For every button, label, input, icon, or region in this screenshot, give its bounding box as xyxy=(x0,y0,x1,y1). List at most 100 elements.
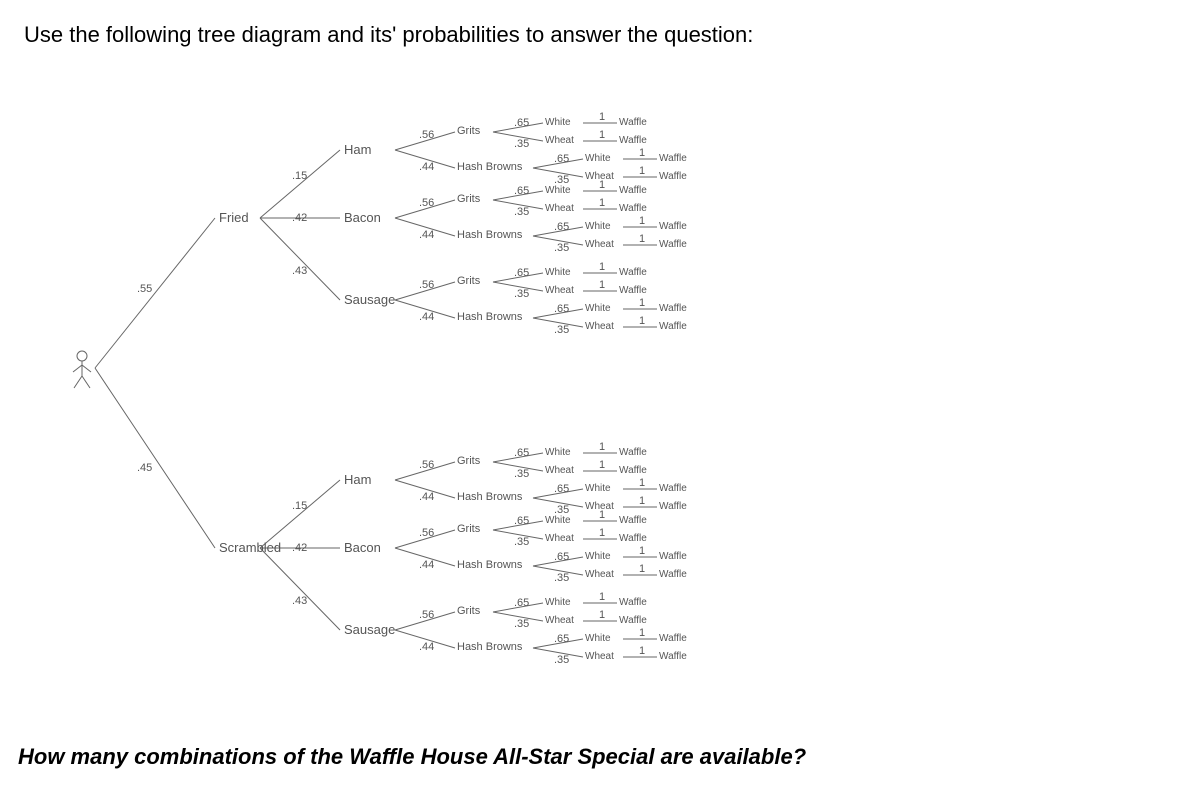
level5-waffle: Waffle xyxy=(619,447,647,458)
level4-wheat: Wheat xyxy=(585,239,614,250)
level2-bacon: Bacon xyxy=(344,210,381,225)
level4-prob: .35 xyxy=(514,618,529,630)
level4-wheat: Wheat xyxy=(545,533,574,544)
level4-prob: .65 xyxy=(514,267,529,279)
level4-white: White xyxy=(545,515,571,526)
level5-waffle: Waffle xyxy=(659,651,687,662)
level3-prob: .44 xyxy=(419,559,434,571)
level4-white: White xyxy=(585,303,611,314)
level5-prob: 1 xyxy=(639,545,645,557)
level5-waffle: Waffle xyxy=(619,267,647,278)
level3-hash-browns: Hash Browns xyxy=(457,641,522,653)
level5-prob: 1 xyxy=(639,233,645,245)
level5-waffle: Waffle xyxy=(659,633,687,644)
level4-prob: .65 xyxy=(554,221,569,233)
level5-prob: 1 xyxy=(639,627,645,639)
level5-prob: 1 xyxy=(599,609,605,621)
level4-prob: .65 xyxy=(554,551,569,563)
level3-prob: .56 xyxy=(419,279,434,291)
level4-prob: .35 xyxy=(514,288,529,300)
level3-grits: Grits xyxy=(457,455,480,467)
level5-prob: 1 xyxy=(639,297,645,309)
level5-waffle: Waffle xyxy=(619,117,647,128)
level5-prob: 1 xyxy=(599,197,605,209)
level3-prob: .44 xyxy=(419,641,434,653)
level3-grits: Grits xyxy=(457,125,480,137)
level5-prob: 1 xyxy=(599,591,605,603)
level4-prob: .65 xyxy=(554,153,569,165)
level4-white: White xyxy=(585,153,611,164)
level4-prob: .35 xyxy=(554,504,569,516)
level5-prob: 1 xyxy=(639,563,645,575)
level2-ham: Ham xyxy=(344,472,371,487)
level5-prob: 1 xyxy=(599,129,605,141)
level4-wheat: Wheat xyxy=(545,465,574,476)
level2-prob: .15 xyxy=(292,170,307,182)
level4-white: White xyxy=(545,447,571,458)
level4-prob: .65 xyxy=(514,447,529,459)
level4-prob: .65 xyxy=(514,117,529,129)
level2-ham: Ham xyxy=(344,142,371,157)
level2-sausage: Sausage xyxy=(344,292,395,307)
level3-prob: .56 xyxy=(419,609,434,621)
level4-prob: .65 xyxy=(554,483,569,495)
level4-prob: .35 xyxy=(554,572,569,584)
level5-waffle: Waffle xyxy=(619,185,647,196)
level4-white: White xyxy=(545,597,571,608)
level2-bacon: Bacon xyxy=(344,540,381,555)
level4-prob: .35 xyxy=(514,138,529,150)
level2-prob: .15 xyxy=(292,500,307,512)
level1-prob: .45 xyxy=(137,462,152,474)
level4-white: White xyxy=(545,267,571,278)
level5-waffle: Waffle xyxy=(619,285,647,296)
level4-white: White xyxy=(585,221,611,232)
level5-prob: 1 xyxy=(599,179,605,191)
level4-wheat: Wheat xyxy=(545,615,574,626)
level5-prob: 1 xyxy=(599,441,605,453)
level4-wheat: Wheat xyxy=(545,285,574,296)
level3-grits: Grits xyxy=(457,605,480,617)
level5-prob: 1 xyxy=(639,645,645,657)
level3-prob: .44 xyxy=(419,311,434,323)
level4-prob: .35 xyxy=(514,536,529,548)
level2-prob: .43 xyxy=(292,595,307,607)
level4-prob: .65 xyxy=(514,597,529,609)
level4-prob: .35 xyxy=(554,242,569,254)
level4-wheat: Wheat xyxy=(585,651,614,662)
level5-waffle: Waffle xyxy=(619,597,647,608)
question-top: Use the following tree diagram and its' … xyxy=(24,22,753,48)
level1-scrambled: Scrambled xyxy=(219,540,281,555)
level5-prob: 1 xyxy=(599,261,605,273)
level4-wheat: Wheat xyxy=(585,321,614,332)
level3-hash-browns: Hash Browns xyxy=(457,161,522,173)
question-bottom: How many combinations of the Waffle Hous… xyxy=(18,744,806,770)
level4-prob: .65 xyxy=(554,633,569,645)
level5-prob: 1 xyxy=(599,527,605,539)
level5-waffle: Waffle xyxy=(659,239,687,250)
level2-sausage: Sausage xyxy=(344,622,395,637)
level4-prob: .35 xyxy=(554,324,569,336)
level3-grits: Grits xyxy=(457,523,480,535)
level5-prob: 1 xyxy=(639,165,645,177)
level4-prob: .35 xyxy=(554,174,569,186)
level5-waffle: Waffle xyxy=(659,321,687,332)
level4-white: White xyxy=(545,185,571,196)
level4-prob: .35 xyxy=(554,654,569,666)
level5-waffle: Waffle xyxy=(659,171,687,182)
level4-wheat: Wheat xyxy=(545,135,574,146)
level5-prob: 1 xyxy=(639,315,645,327)
level5-prob: 1 xyxy=(599,459,605,471)
level5-waffle: Waffle xyxy=(619,615,647,626)
level3-prob: .44 xyxy=(419,229,434,241)
page: Use the following tree diagram and its' … xyxy=(0,0,1200,811)
level5-prob: 1 xyxy=(599,111,605,123)
level4-prob: .65 xyxy=(514,515,529,527)
level3-hash-browns: Hash Browns xyxy=(457,559,522,571)
level5-waffle: Waffle xyxy=(659,569,687,580)
level5-waffle: Waffle xyxy=(619,203,647,214)
level4-wheat: Wheat xyxy=(545,203,574,214)
level5-prob: 1 xyxy=(599,509,605,521)
level3-grits: Grits xyxy=(457,275,480,287)
level4-white: White xyxy=(585,483,611,494)
level5-waffle: Waffle xyxy=(659,483,687,494)
